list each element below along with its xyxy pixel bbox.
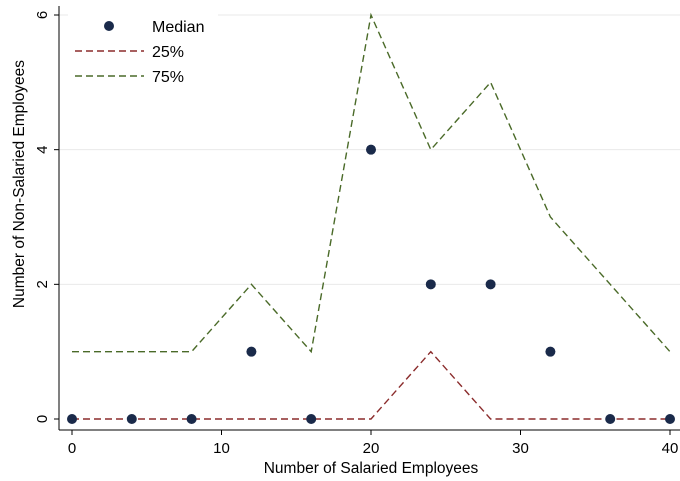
median-point bbox=[126, 414, 137, 424]
axes bbox=[58, 6, 680, 431]
median-point bbox=[366, 144, 376, 155]
x-tick-label: 40 bbox=[662, 440, 679, 457]
median-point bbox=[67, 414, 77, 424]
x-tick-label: 30 bbox=[512, 440, 529, 457]
legend-label-75pct: 75% bbox=[152, 69, 184, 86]
y-tick-label: 2 bbox=[34, 280, 51, 288]
y-tick-label: 0 bbox=[34, 415, 51, 423]
legend-background bbox=[68, 12, 218, 64]
x-tick-label: 0 bbox=[68, 440, 76, 457]
median-point bbox=[246, 346, 257, 357]
median-point bbox=[485, 279, 496, 290]
median-point bbox=[306, 414, 317, 424]
median-point bbox=[545, 346, 556, 357]
legend-label-25pct: 25% bbox=[152, 44, 184, 61]
y-axis-title: Number of Non-Salaried Employees bbox=[11, 60, 28, 308]
y-tick-label: 6 bbox=[34, 11, 51, 19]
median-point bbox=[665, 414, 675, 424]
median-point bbox=[425, 279, 436, 290]
series-line-75pct bbox=[72, 12, 671, 354]
series-line-25pct bbox=[72, 350, 670, 420]
series bbox=[67, 12, 675, 424]
legend: Median 25% 75% bbox=[68, 12, 218, 86]
x-axis-title: Number of Salaried Employees bbox=[264, 460, 479, 477]
legend-label-median: Median bbox=[152, 19, 204, 36]
x-tick-label: 10 bbox=[213, 440, 230, 457]
median-point bbox=[186, 414, 197, 424]
ticks: 0 2 4 6 0 10 20 30 40 bbox=[34, 11, 678, 457]
y-tick-label: 4 bbox=[34, 145, 51, 153]
median-point bbox=[605, 414, 616, 424]
x-tick-label: 20 bbox=[363, 440, 380, 457]
legend-marker-median bbox=[104, 21, 114, 31]
